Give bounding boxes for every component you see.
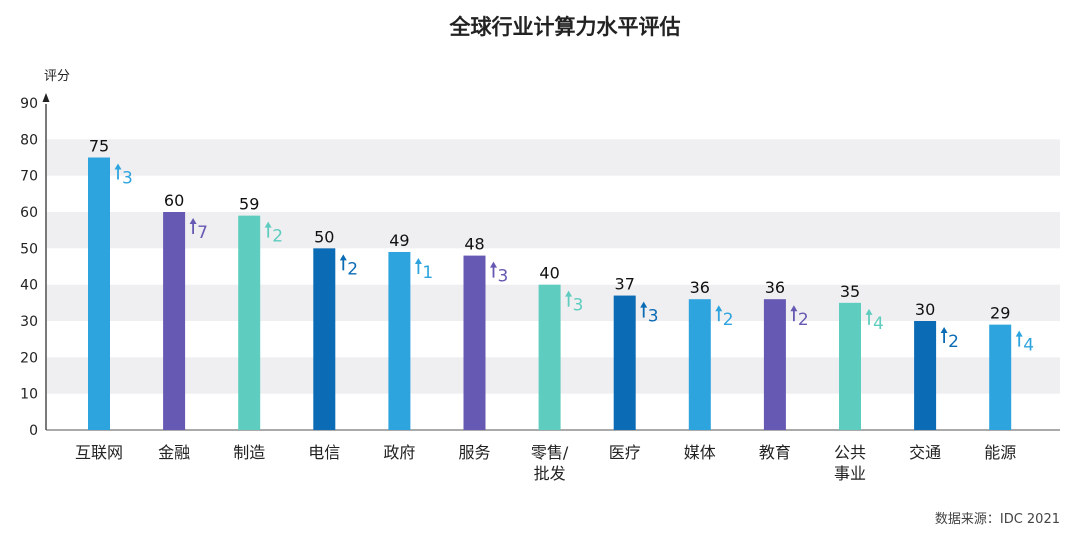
- value-label: 37: [615, 275, 635, 294]
- category-label: 公共: [834, 443, 866, 462]
- y-tick-label: 50: [20, 241, 38, 257]
- value-label: 48: [464, 235, 484, 254]
- value-label: 50: [314, 227, 334, 246]
- bar: [463, 255, 486, 430]
- bar: [238, 215, 261, 430]
- bar: [313, 248, 336, 430]
- bar: [538, 284, 561, 430]
- bar: [163, 212, 186, 430]
- rank-up-arrowhead: [339, 254, 347, 261]
- chart-title: 全球行业计算力水平评估: [449, 15, 681, 39]
- category-label: 医疗: [609, 443, 641, 462]
- rank-up-arrowhead: [490, 261, 497, 268]
- rank-change-value: 3: [122, 169, 133, 189]
- category-label: 教育: [759, 443, 791, 462]
- category-label: 零售/: [531, 443, 569, 462]
- category-label: 事业: [834, 464, 866, 483]
- y-tick-label: 90: [20, 96, 38, 112]
- bars: [88, 157, 1012, 430]
- rank-change-value: 7: [197, 223, 208, 243]
- bar: [839, 302, 861, 430]
- rank-changes: 37 22 1 333 2 2 42 4: [114, 163, 1034, 356]
- rank-up-arrowhead: [114, 163, 122, 170]
- rank-change-value: 2: [272, 227, 283, 247]
- y-tick-label: 0: [29, 423, 38, 439]
- category-label: 政府: [383, 443, 415, 462]
- rank-up-arrowhead: [414, 257, 422, 264]
- rank-change-value: 2: [798, 310, 809, 330]
- value-label: 59: [239, 195, 259, 214]
- rank-up-arrowhead: [640, 301, 648, 308]
- value-label: 30: [915, 300, 935, 319]
- y-tick-label: 70: [20, 169, 38, 185]
- value-label: 35: [840, 282, 860, 301]
- grid-band: [47, 212, 1060, 249]
- bar: [989, 324, 1012, 430]
- category-label: 金融: [158, 443, 190, 462]
- y-axis-arrow: [42, 93, 50, 102]
- rank-change-value: 4: [873, 314, 884, 334]
- rank-change-value: 1: [422, 263, 433, 283]
- y-tick-labels: 0 10 20 30 40 50 60 70 80 90: [20, 96, 38, 439]
- bar: [688, 299, 711, 430]
- rank-up-arrowhead: [189, 218, 197, 224]
- category-label: 电信: [308, 443, 340, 462]
- bar: [763, 299, 786, 430]
- category-label: 互联网: [75, 443, 123, 462]
- rank-up-arrowhead: [565, 290, 573, 297]
- rank-up-arrowhead: [865, 308, 873, 315]
- bar: [388, 251, 411, 430]
- rank-change-value: 3: [573, 296, 584, 316]
- y-axis-label: 评分: [44, 69, 70, 84]
- rank-up-arrowhead: [1015, 330, 1023, 337]
- rank-change-value: 2: [948, 332, 959, 352]
- category-label: 制造: [233, 443, 265, 462]
- value-label: 60: [164, 191, 184, 210]
- y-tick-label: 30: [20, 314, 38, 330]
- value-label: 49: [389, 231, 409, 250]
- category-label: 服务: [458, 443, 490, 462]
- bar: [914, 321, 937, 430]
- rank-change-value: 3: [648, 307, 659, 327]
- value-label: 36: [690, 278, 710, 297]
- rank-change-value: 2: [723, 310, 734, 330]
- rank-change-value: 2: [347, 259, 358, 279]
- rank-change-value: 3: [498, 267, 509, 287]
- value-label: 29: [990, 304, 1010, 323]
- bar: [613, 295, 636, 430]
- rank-change-value: 4: [1023, 336, 1034, 356]
- category-label: 批发: [534, 464, 566, 483]
- rank-up-arrowhead: [715, 305, 723, 312]
- category-label: 交通: [909, 443, 941, 462]
- value-label: 40: [539, 264, 559, 283]
- value-label: 75: [89, 137, 109, 156]
- rank-up-arrowhead: [940, 327, 948, 333]
- y-tick-label: 10: [20, 387, 38, 403]
- rank-up-arrowhead: [790, 305, 798, 312]
- value-label: 36: [765, 278, 785, 297]
- category-label: 媒体: [684, 443, 716, 462]
- category-label: 能源: [984, 443, 1016, 462]
- grid-band: [47, 139, 1060, 176]
- y-tick-label: 40: [20, 278, 38, 294]
- bar: [88, 157, 110, 430]
- source-note: 数据来源：IDC 2021: [935, 512, 1060, 527]
- y-tick-label: 60: [20, 205, 38, 221]
- y-tick-label: 80: [20, 132, 38, 148]
- y-tick-label: 20: [20, 350, 38, 366]
- rank-up-arrowhead: [264, 221, 272, 228]
